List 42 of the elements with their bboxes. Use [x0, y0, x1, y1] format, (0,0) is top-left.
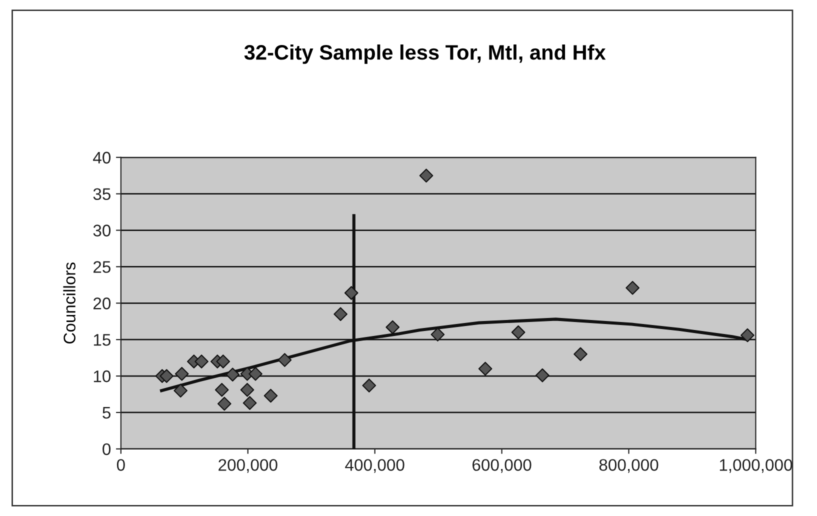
point — [194, 354, 208, 368]
point — [626, 280, 640, 295]
point — [511, 325, 526, 340]
point — [217, 396, 232, 411]
y-tick-label: 25 — [93, 261, 110, 273]
point — [226, 368, 240, 382]
y-tick-label: 35 — [93, 188, 110, 200]
x-tick-label: 200,000 — [218, 459, 278, 473]
point — [362, 378, 376, 392]
point — [160, 369, 174, 383]
x-tick-label: 800,000 — [599, 459, 658, 473]
y-tick-label: 10 — [94, 370, 111, 382]
point — [536, 368, 550, 382]
point — [240, 382, 254, 397]
y-tick-label: 20 — [93, 298, 111, 310]
x-tick-label: 400,000 — [345, 459, 404, 473]
point — [740, 328, 754, 342]
point — [216, 354, 230, 368]
point — [174, 366, 189, 381]
y-tick-label: 40 — [93, 152, 111, 164]
x-tick-label: 0 — [116, 459, 125, 471]
point — [214, 382, 229, 397]
y-tick-label: 15 — [94, 334, 110, 346]
point — [264, 388, 278, 403]
point — [430, 328, 445, 342]
y-tick-label: 0 — [102, 443, 111, 456]
point — [478, 362, 492, 376]
x-tick-label: 600,000 — [472, 459, 532, 473]
point — [174, 384, 188, 398]
point — [419, 168, 434, 183]
point — [248, 366, 262, 381]
point — [386, 320, 400, 334]
y-axis-title: Councillors — [63, 262, 76, 344]
point — [574, 347, 588, 362]
point — [344, 286, 358, 300]
point — [242, 396, 257, 410]
point — [334, 307, 348, 322]
y-tick-label: 5 — [102, 407, 110, 419]
chart-title: 32-City Sample less Tor, Mtl, and Hfx — [244, 44, 606, 64]
point — [278, 353, 292, 367]
y-tick-label: 30 — [93, 224, 111, 236]
x-tick-label: 1,000,000 — [720, 459, 792, 473]
